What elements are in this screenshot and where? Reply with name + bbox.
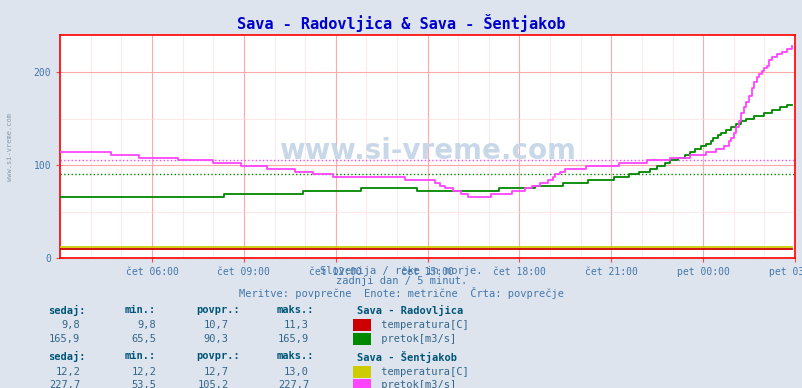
Text: 11,3: 11,3 <box>284 320 309 330</box>
Text: temperatura[C]: temperatura[C] <box>375 320 468 330</box>
Text: Sava - Radovljica: Sava - Radovljica <box>357 305 463 315</box>
Text: 90,3: 90,3 <box>204 334 229 344</box>
Text: sedaj:: sedaj: <box>48 305 86 315</box>
Text: 12,7: 12,7 <box>204 367 229 377</box>
Text: 105,2: 105,2 <box>197 380 229 388</box>
Text: 227,7: 227,7 <box>277 380 309 388</box>
Text: 12,2: 12,2 <box>132 367 156 377</box>
Text: 10,7: 10,7 <box>204 320 229 330</box>
Text: min.:: min.: <box>124 305 156 315</box>
Text: maks.:: maks.: <box>277 351 314 361</box>
Text: 12,2: 12,2 <box>55 367 80 377</box>
Text: www.si-vreme.com: www.si-vreme.com <box>6 113 13 182</box>
Text: 9,8: 9,8 <box>62 320 80 330</box>
Text: povpr.:: povpr.: <box>196 305 240 315</box>
Text: 13,0: 13,0 <box>284 367 309 377</box>
Text: 165,9: 165,9 <box>277 334 309 344</box>
Text: min.:: min.: <box>124 351 156 361</box>
Text: 9,8: 9,8 <box>138 320 156 330</box>
Text: 65,5: 65,5 <box>132 334 156 344</box>
Text: pretok[m3/s]: pretok[m3/s] <box>375 334 456 344</box>
Text: pretok[m3/s]: pretok[m3/s] <box>375 380 456 388</box>
Text: Slovenija / reke in morje.: Slovenija / reke in morje. <box>320 266 482 276</box>
Text: 53,5: 53,5 <box>132 380 156 388</box>
Text: 227,7: 227,7 <box>49 380 80 388</box>
Text: maks.:: maks.: <box>277 305 314 315</box>
Text: www.si-vreme.com: www.si-vreme.com <box>279 137 575 165</box>
Text: Meritve: povprečne  Enote: metrične  Črta: povprečje: Meritve: povprečne Enote: metrične Črta:… <box>239 287 563 299</box>
Text: 165,9: 165,9 <box>49 334 80 344</box>
Text: temperatura[C]: temperatura[C] <box>375 367 468 377</box>
Text: Sava - Radovljica & Sava - Šentjakob: Sava - Radovljica & Sava - Šentjakob <box>237 14 565 31</box>
Text: Sava - Šentjakob: Sava - Šentjakob <box>357 351 457 363</box>
Text: zadnji dan / 5 minut.: zadnji dan / 5 minut. <box>335 276 467 286</box>
Text: sedaj:: sedaj: <box>48 351 86 362</box>
Text: povpr.:: povpr.: <box>196 351 240 361</box>
